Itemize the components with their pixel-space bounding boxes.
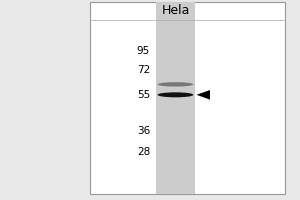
Text: 72: 72	[137, 65, 150, 75]
Text: 28: 28	[137, 147, 150, 157]
Text: 95: 95	[137, 46, 150, 56]
Ellipse shape	[158, 82, 194, 87]
Bar	[90, 2, 285, 194]
Text: Hela: Hela	[161, 4, 190, 18]
Text: 55: 55	[137, 90, 150, 100]
Polygon shape	[196, 90, 210, 100]
Ellipse shape	[158, 92, 194, 97]
Text: 36: 36	[137, 126, 150, 136]
Bar	[156, 2, 195, 194]
